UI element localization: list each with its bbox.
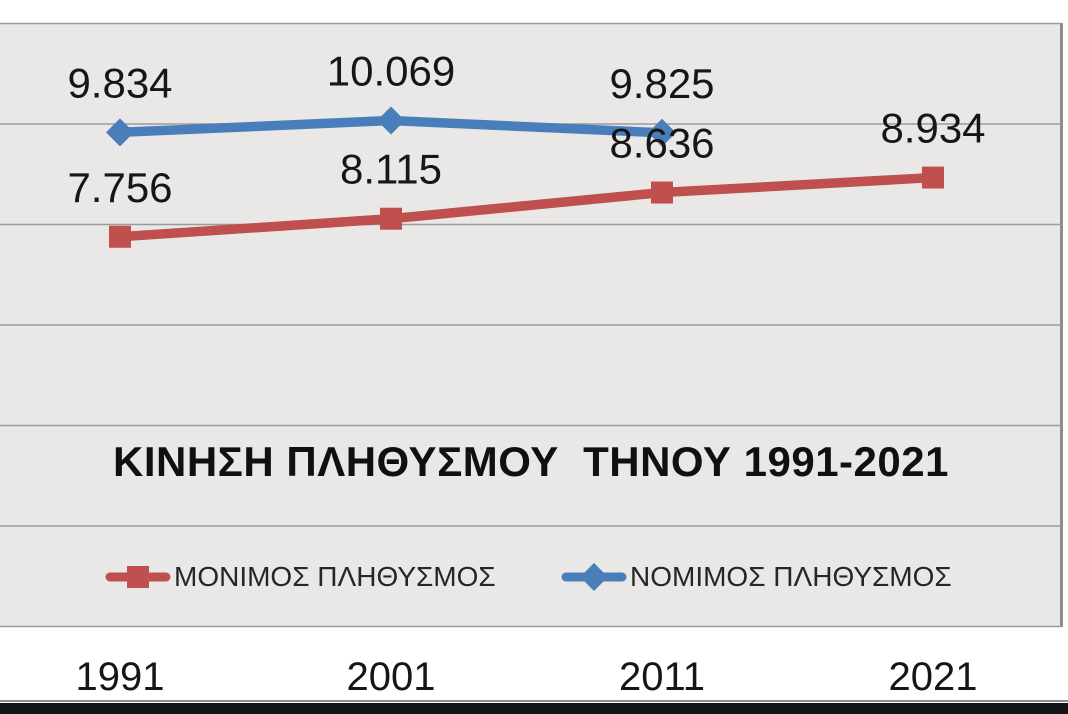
axis-line bbox=[0, 700, 1068, 702]
legend: ΜΟΝΙΜΟΣ ΠΛΗΘΥΣΜΟΣ ΝΟΜΙΜΟΣ ΠΛΗΘΥΣΜΟΣ bbox=[0, 556, 1062, 598]
x-axis-label-2011: 2011 bbox=[618, 655, 706, 699]
plot-area bbox=[0, 23, 1063, 627]
chart-title: ΚΙΝΗΣΗ ΠΛΗΘΥΣΜΟΥ ΤΗΝΟΥ 1991-2021 bbox=[113, 438, 949, 485]
x-axis-label-2001: 2001 bbox=[346, 655, 436, 699]
bottom-border-bar bbox=[0, 703, 1068, 714]
x-axis-label-1991: 1991 bbox=[75, 655, 165, 699]
legend-item-monimos: ΜΟΝΙΜΟΣ ΠΛΗΘΥΣΜΟΣ bbox=[104, 556, 496, 598]
legend-label-monimos: ΜΟΝΙΜΟΣ ΠΛΗΘΥΣΜΟΣ bbox=[174, 561, 496, 592]
legend-label-nomimos: ΝΟΜΙΜΟΣ ΠΛΗΘΥΣΜΟΣ bbox=[630, 561, 952, 592]
legend-item-nomimos: ΝΟΜΙΜΟΣ ΠΛΗΘΥΣΜΟΣ bbox=[560, 556, 952, 598]
x-axis-label-2021: 2021 bbox=[888, 655, 978, 699]
legend-marker-diamond-icon bbox=[561, 563, 627, 591]
legend-marker-square-icon bbox=[105, 566, 171, 588]
x-axis: 1991 2001 2011 2021 bbox=[0, 654, 1068, 700]
